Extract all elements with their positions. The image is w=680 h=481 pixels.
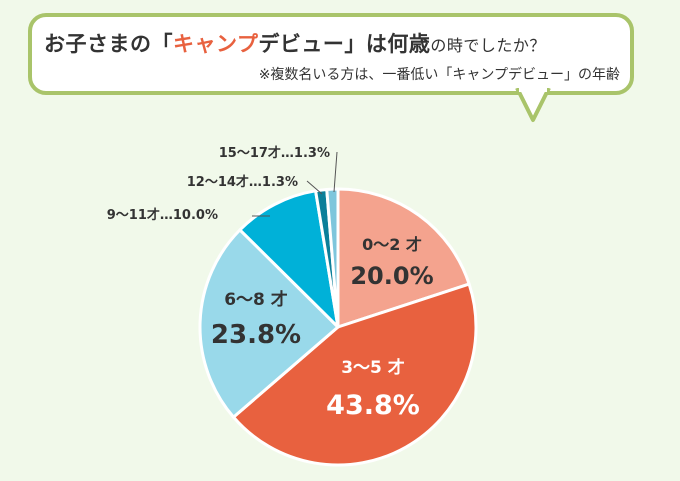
slice-label-2: 6～8 才 xyxy=(224,289,288,310)
callout-label-3: 9～11才…10.0% xyxy=(107,207,218,223)
pie-slice-5 xyxy=(325,187,340,329)
slice-value-2: 23.8% xyxy=(211,320,301,350)
pie-slice-2 xyxy=(198,228,340,419)
speech-bubble xyxy=(28,13,634,95)
slice-value-0: 20.0% xyxy=(350,262,433,290)
pie-slice-1 xyxy=(232,282,478,467)
slice-value-1: 43.8% xyxy=(326,390,420,421)
title-text-3: の時でしたか？ xyxy=(430,36,546,55)
slice-label-0: 0～2 才 xyxy=(362,235,422,254)
speech-bubble-tail xyxy=(515,88,551,122)
pie-slice-0 xyxy=(336,187,471,329)
chart-title: お子さまの「キャンプデビュー」は何歳の時でしたか？ xyxy=(44,28,624,58)
title-text-1: お子さまの「 xyxy=(44,32,173,56)
chart-subtitle: ※複数名いる方は、一番低い「キャンプデビュー」の年齢 xyxy=(258,67,620,83)
title-text-2: デビュー」は何歳 xyxy=(258,32,431,56)
callout-label-5: 15～17才…1.3% xyxy=(219,145,330,161)
slice-label-1: 3～5 才 xyxy=(341,357,405,378)
pie-slice-3 xyxy=(238,189,340,329)
title-highlight: キャンプ xyxy=(173,32,259,56)
callout-label-4: 12～14才…1.3% xyxy=(187,174,298,190)
callout-line-4 xyxy=(306,180,323,195)
callout-line-5 xyxy=(333,151,338,193)
